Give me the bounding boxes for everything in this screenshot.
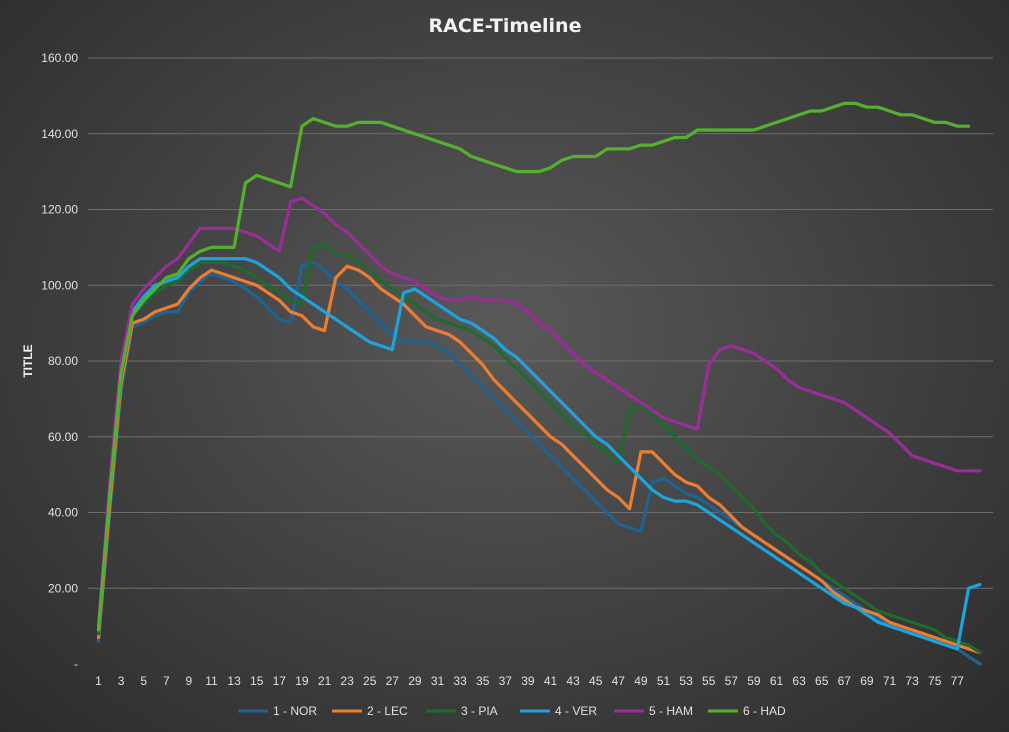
x-tick-label: 65 xyxy=(815,674,829,688)
x-tick-label: 1 xyxy=(95,674,102,688)
x-tick-label: 43 xyxy=(566,674,580,688)
x-tick-label: 67 xyxy=(838,674,852,688)
x-tick-label: 13 xyxy=(227,674,241,688)
x-tick-label: 15 xyxy=(250,674,264,688)
x-tick-label: 29 xyxy=(408,674,422,688)
y-tick-label: 140.00 xyxy=(41,127,78,141)
x-tick-label: 49 xyxy=(634,674,648,688)
chart-title: RACE-Timeline xyxy=(429,15,582,37)
x-tick-label: 55 xyxy=(702,674,716,688)
x-tick-label: 71 xyxy=(883,674,897,688)
x-axis-ticks: 1 3 5 7 9 11 13 15 17 19 21 23 25 27 29 31 33 35 37 39 41 43 4… xyxy=(95,674,964,688)
x-tick-label: 51 xyxy=(657,674,671,688)
x-tick-label: 19 xyxy=(295,674,309,688)
series-line-ham xyxy=(96,196,982,628)
x-tick-label: 11 xyxy=(205,674,218,688)
x-tick-label: 73 xyxy=(905,674,919,688)
x-tick-label: 33 xyxy=(453,674,467,688)
x-tick-label: 69 xyxy=(860,674,874,688)
x-tick-label: 37 xyxy=(499,674,513,688)
x-tick-label: 31 xyxy=(431,674,445,688)
series-lines xyxy=(96,101,982,666)
x-tick-label: 61 xyxy=(770,674,784,688)
x-tick-label: 21 xyxy=(318,674,332,688)
y-axis-label: TITLE xyxy=(21,344,35,377)
x-tick-label: 77 xyxy=(951,674,965,688)
x-tick-label: 25 xyxy=(363,674,377,688)
legend-label: 3 - PIA xyxy=(461,704,498,718)
y-tick-label: - xyxy=(74,657,78,671)
series-line-lec xyxy=(96,264,982,655)
x-tick-label: 35 xyxy=(476,674,490,688)
x-tick-label: 27 xyxy=(386,674,400,688)
x-tick-label: 75 xyxy=(928,674,942,688)
y-tick-label: 80.00 xyxy=(48,354,78,368)
x-tick-label: 47 xyxy=(612,674,626,688)
x-tick-label: 23 xyxy=(340,674,354,688)
x-tick-label: 41 xyxy=(544,674,558,688)
y-tick-label: 160.00 xyxy=(41,51,78,65)
x-tick-label: 3 xyxy=(118,674,125,688)
legend-label: 4 - VER xyxy=(555,704,597,718)
y-tick-label: 60.00 xyxy=(48,430,78,444)
x-tick-label: 39 xyxy=(521,674,535,688)
legend-label: 6 - HAD xyxy=(743,704,786,718)
x-tick-label: 45 xyxy=(589,674,603,688)
legend-label: 2 - LEC xyxy=(367,704,408,718)
legend-label: 1 - NOR xyxy=(273,704,317,718)
x-tick-label: 9 xyxy=(186,674,193,688)
series-line-had xyxy=(96,101,971,632)
x-tick-label: 57 xyxy=(725,674,739,688)
x-tick-label: 5 xyxy=(140,674,147,688)
x-tick-label: 63 xyxy=(792,674,806,688)
x-tick-label: 53 xyxy=(679,674,693,688)
series-line-ver xyxy=(96,257,982,651)
y-axis-ticks: - 20.00 40.00 60.00 80.00 100.00 120.00 140.00 1… xyxy=(41,51,78,671)
series-line-pia xyxy=(96,242,982,655)
y-tick-label: 40.00 xyxy=(48,506,78,520)
y-tick-label: 100.00 xyxy=(41,278,78,292)
x-tick-label: 59 xyxy=(747,674,761,688)
legend-label: 5 - HAM xyxy=(649,704,693,718)
legend: 1 - NOR 2 - LEC 3 - PIA 4 - VER 5 - HAM 6 - H… xyxy=(238,704,786,718)
x-tick-label: 17 xyxy=(273,674,287,688)
y-tick-label: 20.00 xyxy=(48,581,78,595)
x-tick-label: 7 xyxy=(163,674,170,688)
y-tick-label: 120.00 xyxy=(41,203,78,217)
series-line-nor xyxy=(96,260,982,666)
